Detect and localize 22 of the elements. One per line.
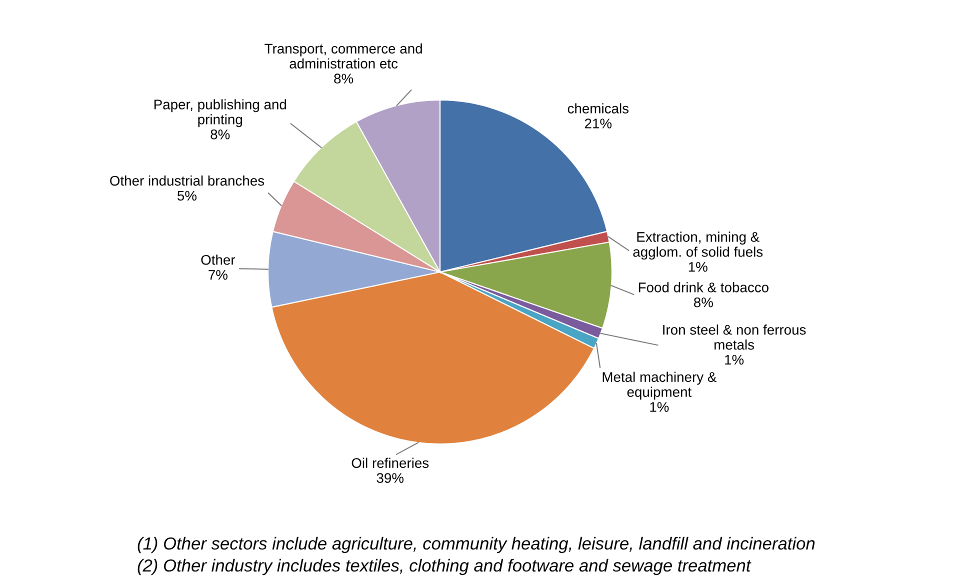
data-label: 1% bbox=[725, 354, 744, 365]
slice-label: Oil refineries bbox=[352, 458, 429, 468]
slice-label: Food drink & tobacco bbox=[638, 282, 768, 292]
text: (2) Other industry includes textiles, clothing and footware and sewage treatment bbox=[138, 558, 752, 576]
slice-label: Metal machinery & equipment bbox=[602, 372, 716, 400]
slice-label: Iron steel & non ferrous metals bbox=[663, 324, 806, 350]
data-label: 1% bbox=[650, 402, 669, 412]
data-label: 1% bbox=[688, 262, 708, 272]
slice-label: Paper, publishing and printing bbox=[154, 99, 286, 128]
slice-label: Transport, commerce and administration etc bbox=[264, 43, 422, 69]
data-label: 7% bbox=[208, 270, 228, 280]
slice-label: Other bbox=[201, 254, 236, 265]
slice-label: chemicals bbox=[568, 103, 629, 114]
slice-label: Extraction, mining & agglom. of solid fuels bbox=[633, 232, 763, 260]
text: (1) Other sectors include agriculture, community heating, leisure, landfill and incineration bbox=[138, 536, 815, 554]
slice-label: Other industrial branches bbox=[110, 175, 264, 186]
data-label: 5% bbox=[178, 190, 197, 201]
data-label: 21% bbox=[584, 118, 612, 128]
data-label: 8% bbox=[334, 74, 354, 84]
data-label: 39% bbox=[376, 473, 404, 483]
data-label: 8% bbox=[210, 129, 230, 140]
data-label: 8% bbox=[694, 297, 713, 308]
